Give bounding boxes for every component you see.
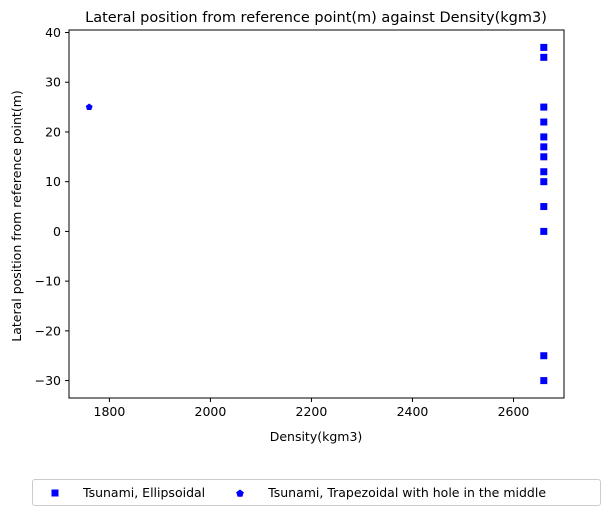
y-tick-label: −20	[35, 323, 61, 338]
y-tick-label: 0	[53, 224, 61, 239]
data-point-square	[540, 53, 548, 61]
data-point-square	[540, 103, 548, 111]
data-point-square	[540, 352, 548, 360]
legend-item-ellipsoidal: Tsunami, Ellipsoidal	[42, 485, 205, 500]
data-point-square	[540, 153, 548, 161]
y-tick-label: 20	[45, 124, 61, 139]
square-marker-icon	[42, 486, 68, 500]
legend-label: Tsunami, Ellipsoidal	[83, 485, 206, 500]
data-point-square	[540, 168, 548, 176]
data-point-square	[540, 43, 548, 51]
data-point-pentagon	[85, 103, 93, 110]
data-point-square	[540, 203, 548, 211]
legend-label: Tsunami, Trapezoidal with hole in the mi…	[268, 485, 547, 500]
data-point-square	[540, 118, 548, 126]
legend: Tsunami, Ellipsoidal Tsunami, Trapezoida…	[32, 479, 601, 506]
data-point-square	[540, 227, 548, 235]
x-tick-label: 2200	[296, 404, 328, 419]
x-tick-label: 1800	[94, 404, 126, 419]
data-points	[85, 43, 548, 385]
chart-title: Lateral position from reference point(m)…	[85, 10, 547, 26]
data-point-square	[540, 377, 548, 385]
pentagon-marker-icon	[227, 486, 253, 500]
y-tick-label: 30	[45, 75, 61, 90]
x-tick-label: 2400	[397, 404, 429, 419]
y-axis-label: Lateral position from reference point(m)	[9, 90, 24, 341]
y-tick-label: −30	[35, 373, 61, 388]
data-point-square	[540, 178, 548, 186]
data-point-square	[540, 133, 548, 141]
y-tick-label: 10	[45, 174, 61, 189]
chart-svg: Lateral position from reference point(m)…	[9, 10, 565, 444]
x-tick-label: 2600	[498, 404, 530, 419]
plot-frame	[68, 29, 565, 399]
legend-item-trapezoidal: Tsunami, Trapezoidal with hole in the mi…	[227, 485, 546, 500]
x-tick-label: 2000	[195, 404, 227, 419]
x-axis-label: Density(kgm3)	[270, 429, 363, 444]
y-axis-ticks: −30 −20 −10 0 10 20 30 40	[35, 25, 69, 388]
data-point-square	[540, 143, 548, 151]
x-axis-ticks: 1800 2000 2200 2400 2600	[94, 398, 530, 419]
y-tick-label: 40	[45, 25, 61, 40]
y-tick-label: −10	[35, 274, 61, 289]
